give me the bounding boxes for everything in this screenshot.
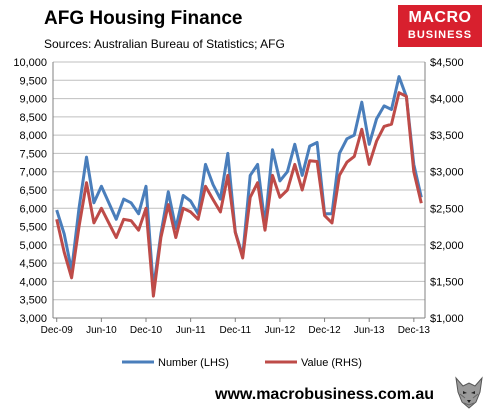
series-line-number [55,75,423,291]
x-tick-label: Jun-13 [354,325,385,336]
x-tick-label: Jun-12 [265,325,296,336]
y-left-tick-label: 7,500 [19,148,47,160]
logo-line2: BUSINESS [407,29,473,41]
y-right-tick-label: $2,500 [430,203,464,215]
legend-label: Number (LHS) [158,357,229,369]
y-left-tick-label: 8,500 [19,112,47,124]
y-left-tick-label: 6,000 [19,203,47,215]
y-left-tick-label: 6,500 [19,185,47,197]
x-tick-label: Dec-11 [220,325,252,336]
y-right-tick-label: $3,500 [430,130,464,142]
y-left-tick-label: 8,000 [19,130,47,142]
y-left-tick-label: 9,500 [19,75,47,87]
x-tick-label: Dec-10 [130,325,163,336]
y-right-tick-label: $4,000 [430,94,464,106]
y-left-tick-label: 10,000 [13,57,47,69]
y-left-tick-label: 3,000 [19,313,47,325]
y-left-tick-label: 4,000 [19,276,47,288]
series-line-value [55,91,423,298]
x-tick-label: Dec-13 [398,325,431,336]
x-tick-label: Dec-12 [308,325,341,336]
y-left-tick-label: 5,000 [19,240,47,252]
macrobusiness-logo: MACRO BUSINESS [398,5,482,47]
legend-label: Value (RHS) [301,357,362,369]
y-right-tick-label: $2,000 [430,240,464,252]
logo-line1: MACRO [408,9,472,26]
chart-title: AFG Housing Finance [44,8,243,29]
y-left-tick-label: 4,500 [19,258,47,270]
y-right-tick-label: $3,000 [430,167,464,179]
y-left-tick-label: 7,000 [19,167,47,179]
wolf-mascot-icon [452,372,486,412]
x-tick-label: Jun-11 [176,325,206,336]
x-tick-label: Jun-10 [86,325,117,336]
footer-url: www.macrobusiness.com.au [215,386,435,403]
x-tick-label: Dec-09 [41,325,74,336]
y-left-tick-label: 5,500 [19,222,47,234]
chart-subtitle: Sources: Australian Bureau of Statistics… [44,37,285,51]
y-right-tick-label: $4,500 [430,57,464,69]
y-right-tick-label: $1,000 [430,313,464,325]
y-right-tick-label: $1,500 [430,276,464,288]
y-left-tick-label: 3,500 [19,295,47,307]
y-left-tick-label: 9,000 [19,94,47,106]
